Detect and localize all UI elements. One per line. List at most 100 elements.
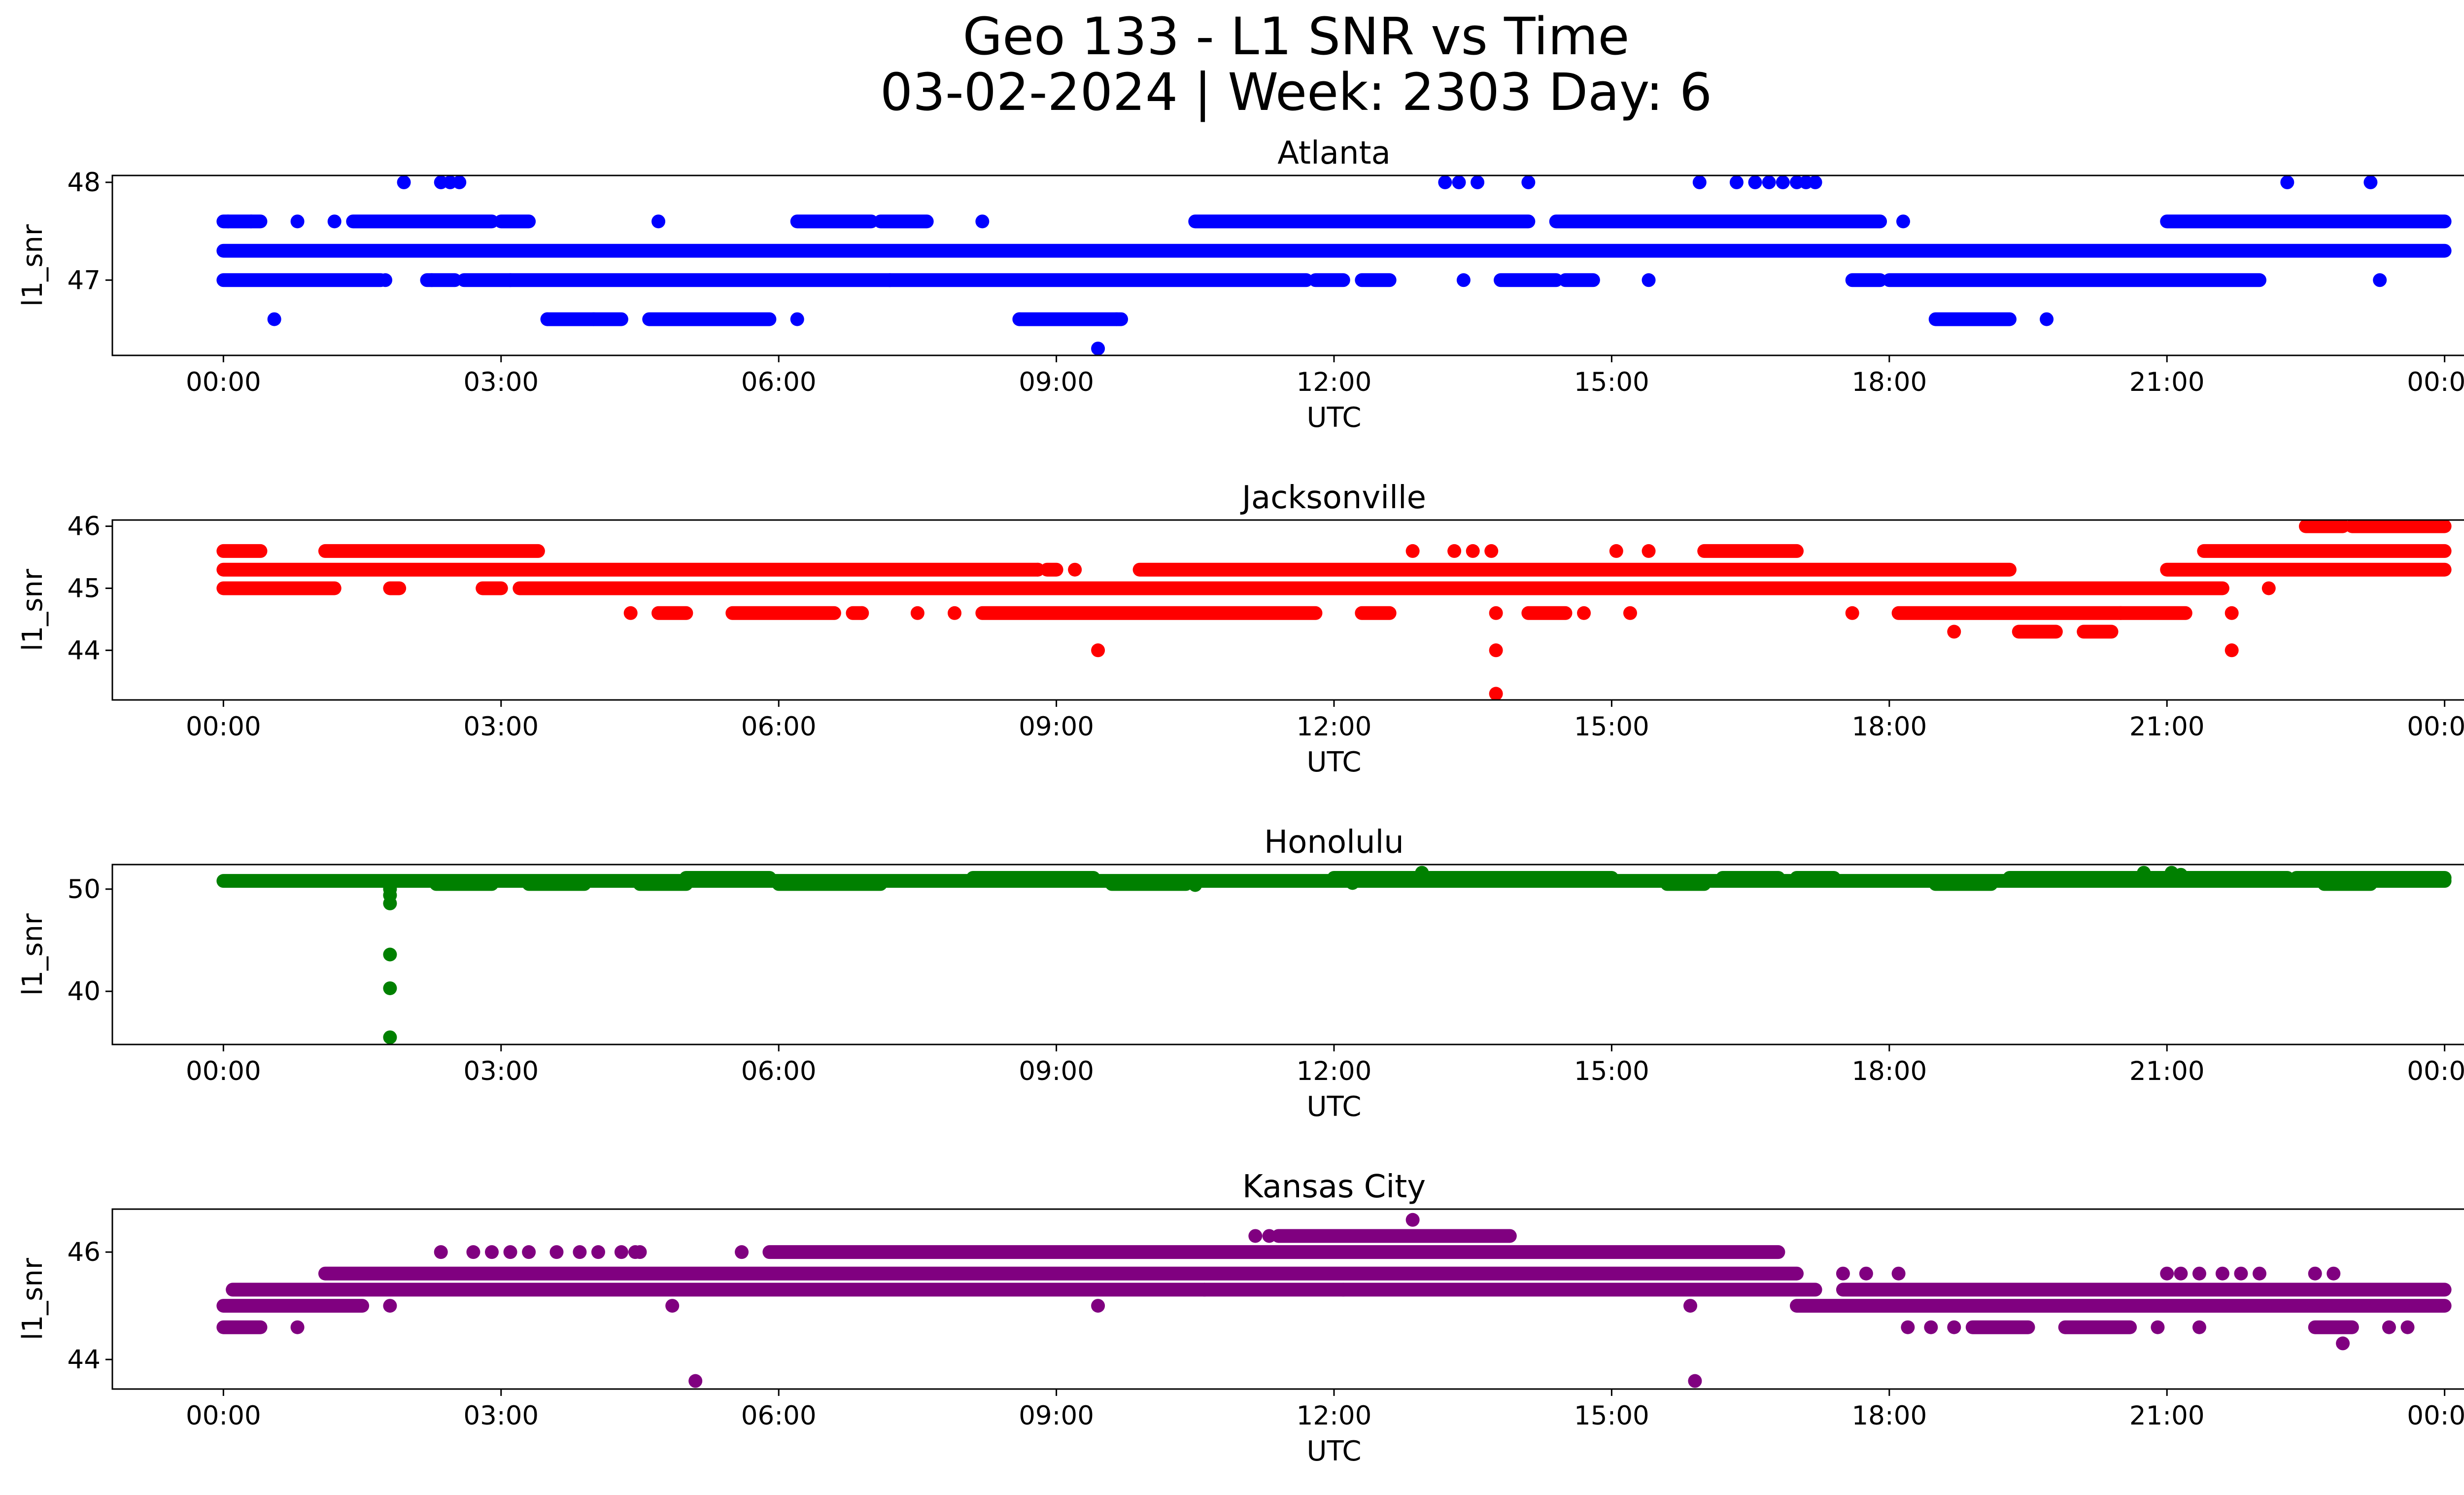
x-tick-label: 18:00: [1851, 367, 1927, 397]
data-point: [591, 1245, 605, 1259]
y-tick-label: 40: [68, 976, 101, 1007]
data-series: [216, 519, 2452, 701]
x-axis-label: UTC: [1306, 1091, 1361, 1123]
subplot-2: Honolulu 00:00 03:00 06:00 09:00 12:00 15:00 18…: [17, 824, 2464, 1123]
y-axis-label: l1_snr: [17, 1257, 49, 1340]
y-axis-label: l1_snr: [17, 224, 49, 307]
data-point: [2261, 581, 2276, 595]
data-point: [1642, 273, 1656, 287]
x-tick-label: 09:00: [1019, 1056, 1094, 1086]
data-point: [1198, 1283, 1212, 1297]
x-tick-label: 09:00: [1019, 712, 1094, 742]
data-point: [484, 1245, 499, 1259]
data-point: [383, 1299, 397, 1313]
data-point: [267, 312, 281, 326]
data-point: [383, 1030, 397, 1044]
data-point: [1405, 1213, 1420, 1227]
data-point: [1642, 544, 1656, 558]
data-point: [434, 1245, 448, 1259]
data-point: [2224, 643, 2239, 658]
data-point: [2174, 868, 2188, 882]
data-point: [735, 1245, 749, 1259]
data-point: [2137, 866, 2151, 880]
x-tick-label: 00:00: [2407, 367, 2464, 397]
data-point: [1405, 544, 1420, 558]
x-tick-label: 12:00: [1297, 1056, 1372, 1086]
data-point: [2040, 312, 2054, 326]
x-tick-label: 06:00: [741, 1056, 817, 1086]
data-point: [221, 214, 235, 229]
figure-title-line2: 03-02-2024 | Week: 2303 Day: 6: [880, 62, 1712, 122]
y-tick-label: 44: [68, 1345, 101, 1375]
data-point: [290, 1320, 305, 1334]
x-tick-label: 12:00: [1297, 712, 1372, 742]
data-point: [2382, 1320, 2396, 1334]
data-point: [1345, 876, 1360, 890]
x-tick-label: 03:00: [463, 1056, 539, 1086]
x-tick-label: 09:00: [1019, 1401, 1094, 1431]
data-point: [1447, 544, 1462, 558]
x-tick-label: 06:00: [741, 367, 817, 397]
data-point: [1577, 606, 1591, 620]
subplot-3: Kansas City 00:00 03:00 06:00 09:00 12:00 15:0…: [17, 1169, 2464, 1467]
data-point: [948, 606, 962, 620]
data-point: [378, 273, 393, 287]
x-tick-label: 21:00: [2129, 712, 2205, 742]
data-point: [573, 1245, 587, 1259]
x-tick-label: 18:00: [1851, 1056, 1927, 1086]
y-tick-label: 50: [68, 874, 101, 904]
data-point: [2308, 1266, 2322, 1281]
data-point: [2224, 606, 2239, 620]
data-series: [216, 866, 2452, 1044]
data-point: [1896, 214, 1910, 229]
data-point: [1692, 175, 1707, 189]
subplot-title: Atlanta: [1277, 135, 1391, 172]
data-point: [1466, 544, 1480, 558]
data-point: [1748, 175, 1762, 189]
data-point: [2174, 1266, 2188, 1281]
data-point: [1762, 175, 1776, 189]
x-tick-label: 21:00: [2129, 1056, 2205, 1086]
data-point: [1489, 643, 1503, 658]
y-axis-label: l1_snr: [17, 913, 49, 996]
y-tick-label: 45: [68, 573, 101, 603]
x-tick-label: 03:00: [463, 1401, 539, 1431]
data-point: [1091, 643, 1105, 658]
subplot-title: Kansas City: [1242, 1169, 1426, 1205]
data-point: [883, 273, 897, 287]
data-point: [855, 606, 869, 620]
data-point: [665, 1299, 680, 1313]
x-tick-label: 00:00: [186, 1401, 261, 1431]
y-tick-label: 46: [68, 1237, 101, 1267]
data-point: [1489, 606, 1503, 620]
data-point: [2336, 1336, 2350, 1351]
x-tick-label: 00:00: [2407, 712, 2464, 742]
data-point: [1891, 1266, 1906, 1281]
data-point: [910, 606, 924, 620]
data-point: [1012, 312, 1027, 326]
data-point: [383, 896, 397, 910]
data-point: [1609, 544, 1623, 558]
x-tick-label: 03:00: [463, 712, 539, 742]
data-point: [2253, 1266, 2267, 1281]
data-point: [1623, 606, 1637, 620]
data-point: [1901, 1320, 1915, 1334]
data-point: [1808, 175, 1822, 189]
subplot-title: Honolulu: [1264, 824, 1404, 861]
x-tick-label: 15:00: [1574, 1401, 1649, 1431]
data-point: [2192, 1266, 2206, 1281]
data-point: [2373, 273, 2387, 287]
data-point: [2192, 1320, 2206, 1334]
data-point: [2280, 175, 2294, 189]
data-point: [1109, 312, 1124, 326]
y-axis-label: l1_snr: [17, 568, 49, 651]
data-series: [216, 1213, 2452, 1388]
figure-title-line1: Geo 133 - L1 SNR vs Time: [962, 6, 1629, 67]
data-point: [1091, 342, 1105, 356]
data-point: [1688, 1374, 1702, 1388]
x-tick-label: 09:00: [1019, 367, 1094, 397]
y-tick-label: 46: [68, 512, 101, 542]
data-point: [244, 214, 258, 229]
x-tick-label: 03:00: [463, 367, 539, 397]
